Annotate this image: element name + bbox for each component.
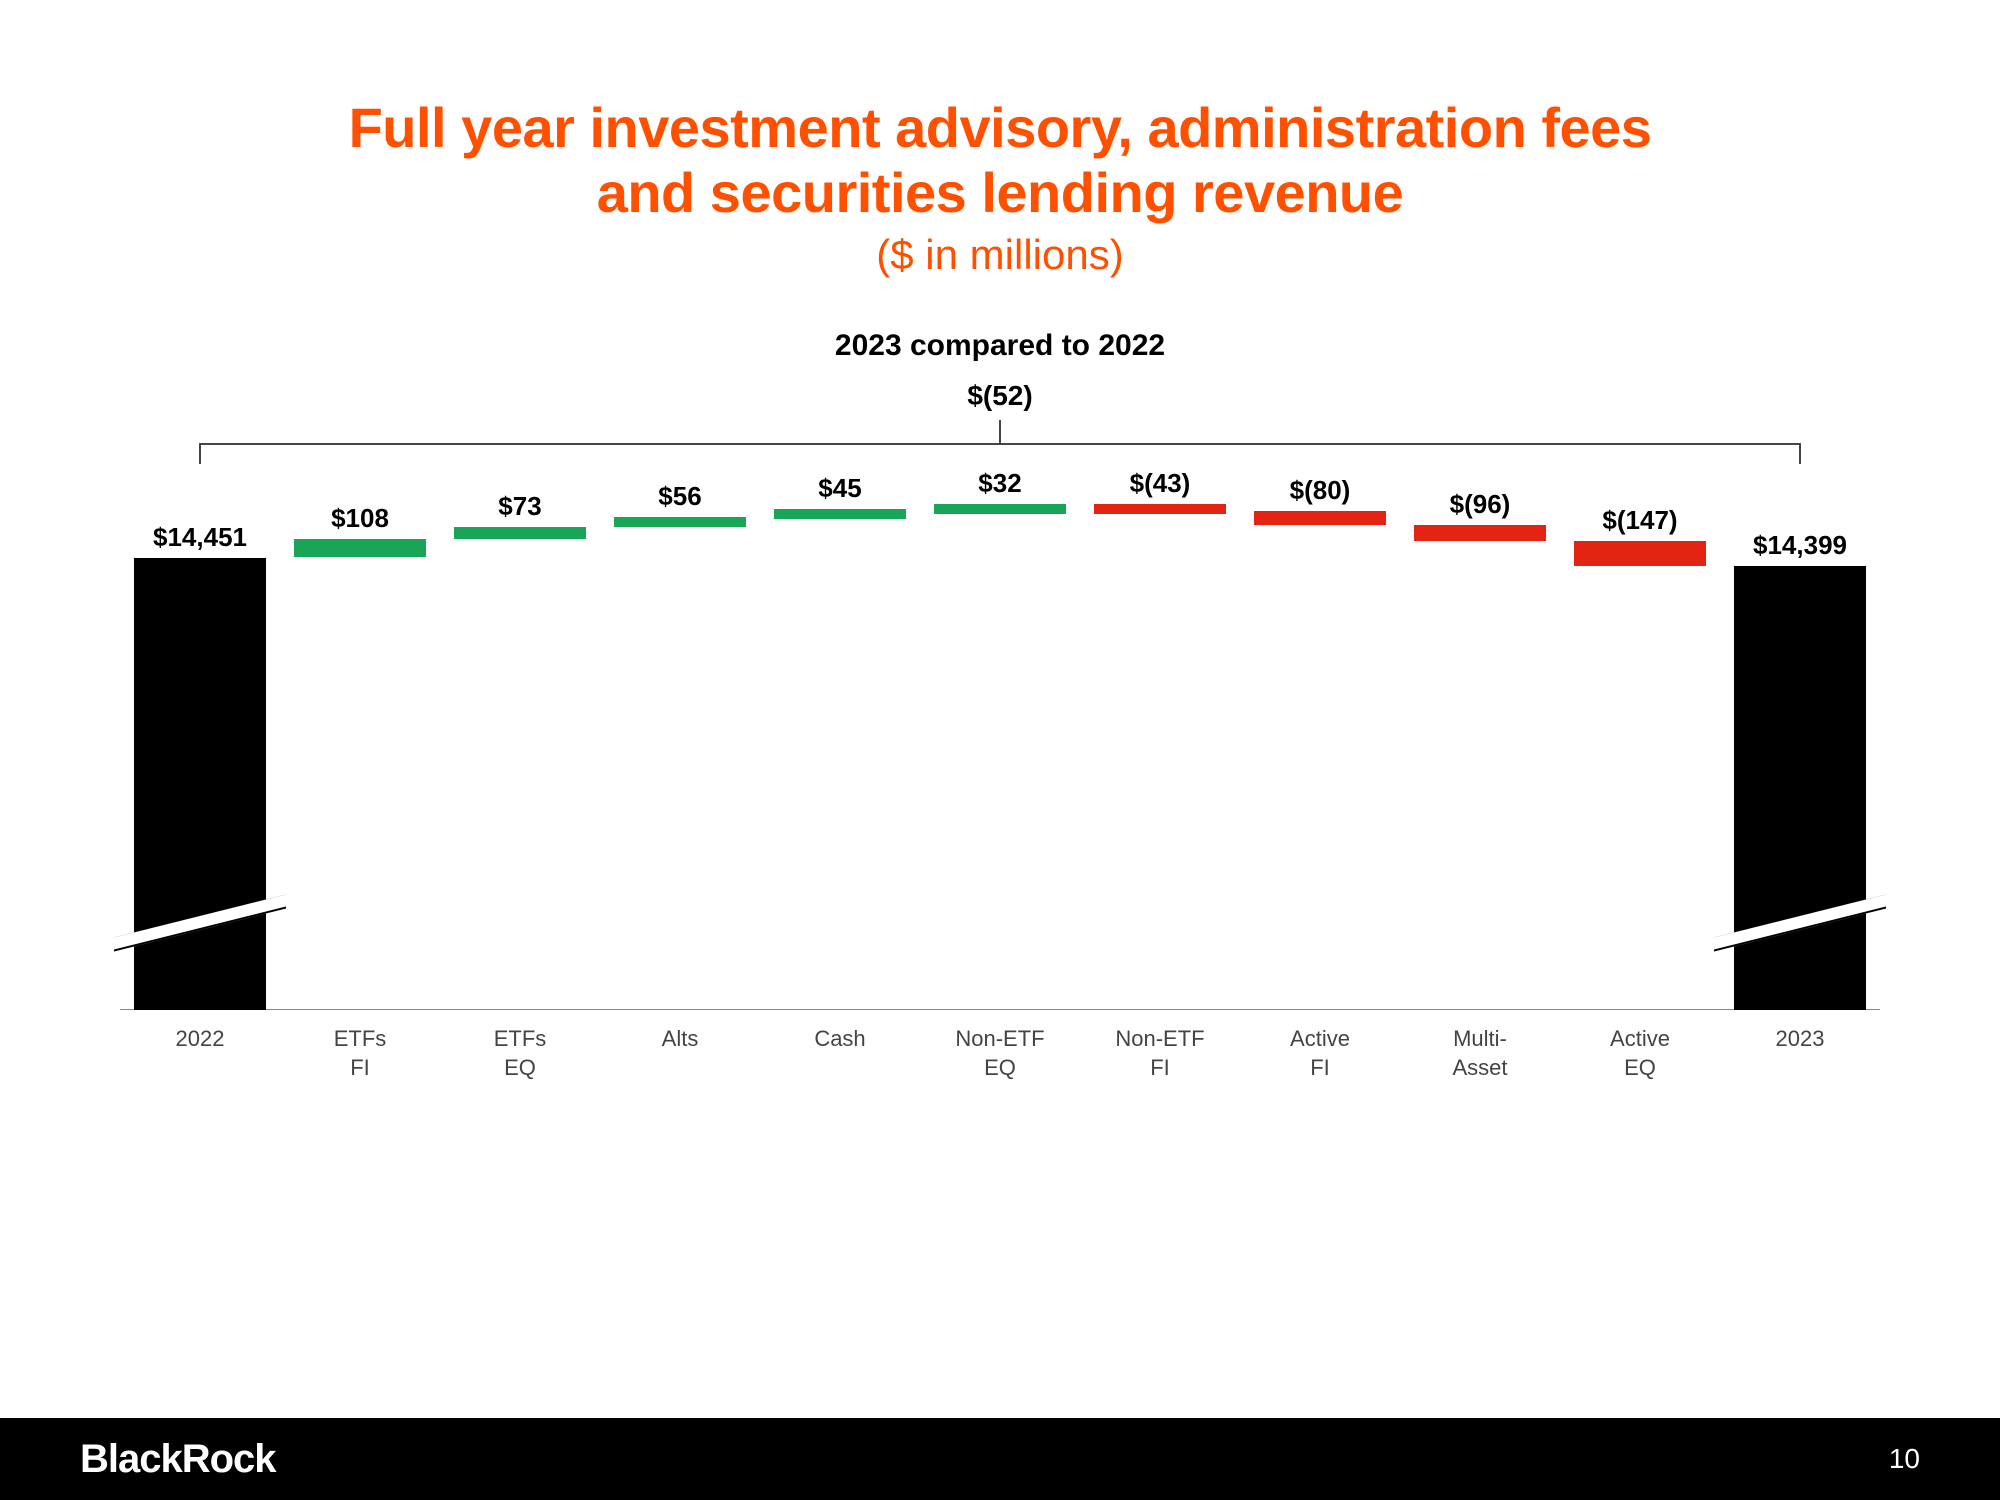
value-label: $(147) [1560,505,1720,536]
value-label: $56 [600,481,760,512]
bar-rect [1734,566,1866,1010]
delta-bar-etfs-fi: $108 [280,515,440,1010]
x-axis-label: ETFsFI [280,1025,440,1082]
bars-area: $14,451$108$73$56$45$32$(43)$(80)$(96)$(… [120,515,1880,1010]
value-label: $73 [440,491,600,522]
x-axis-label: ActiveEQ [1560,1025,1720,1082]
title-block: Full year investment advisory, administr… [0,0,2000,279]
title-line-1: Full year investment advisory, administr… [0,95,2000,160]
axis-break-icon [114,916,286,940]
delta-bar-active-eq: $(147) [1560,515,1720,1010]
page-number: 10 [1889,1443,1920,1475]
value-label: $32 [920,468,1080,499]
bar-rect [614,517,746,527]
x-axis-label: Non-ETFEQ [920,1025,1080,1082]
x-axis-label: ETFsEQ [440,1025,600,1082]
x-axis-label: ActiveFI [1240,1025,1400,1082]
x-axis-label: 2022 [120,1025,280,1054]
bar-rect [1414,525,1546,541]
bar-rect [134,558,266,1010]
slide: Full year investment advisory, administr… [0,0,2000,1500]
x-axis-label: Alts [600,1025,760,1054]
delta-bar-non-etf-fi: $(43) [1080,515,1240,1010]
bar-rect [1574,541,1706,566]
net-change-bracket: $(52) [120,386,1880,472]
bar-rect [774,509,906,519]
logo-text: BlackRock [80,1437,276,1482]
delta-bar-alts: $56 [600,515,760,1010]
x-axis-label: Cash [760,1025,920,1054]
value-label: $14,451 [120,522,280,553]
delta-bar-etfs-eq: $73 [440,515,600,1010]
delta-bar-active-fi: $(80) [1240,515,1400,1010]
bar-rect [1254,511,1386,525]
compare-label: 2023 compared to 2022 [0,329,2000,363]
value-label: $(43) [1080,468,1240,499]
value-label: $(80) [1240,475,1400,506]
net-change-label: $(52) [120,380,1880,412]
footer-bar: BlackRock 10 [0,1418,2000,1500]
bar-rect [1094,504,1226,514]
value-label: $14,399 [1720,530,1880,561]
bar-rect [454,527,586,539]
delta-bar-non-etf-eq: $32 [920,515,1080,1010]
value-label: $(96) [1400,489,1560,520]
x-axis-label: Multi-Asset [1400,1025,1560,1082]
delta-bar-cash: $45 [760,515,920,1010]
bar-rect [294,539,426,557]
bracket-line [120,414,1880,474]
x-axis-label: Non-ETFFI [1080,1025,1240,1082]
title-line-2: and securities lending revenue [0,160,2000,225]
delta-bar-multi-asset: $(96) [1400,515,1560,1010]
value-label: $108 [280,503,440,534]
total-bar-2022: $14,451 [120,515,280,1010]
value-label: $45 [760,473,920,504]
x-axis-label: 2023 [1720,1025,1880,1054]
waterfall-chart: $(52) $14,451$108$73$56$45$32$(43)$(80)$… [120,360,1880,1060]
bar-rect [934,504,1066,514]
axis-break-icon [1714,916,1886,940]
subtitle: ($ in millions) [0,231,2000,279]
total-bar-2023: $14,399 [1720,515,1880,1010]
